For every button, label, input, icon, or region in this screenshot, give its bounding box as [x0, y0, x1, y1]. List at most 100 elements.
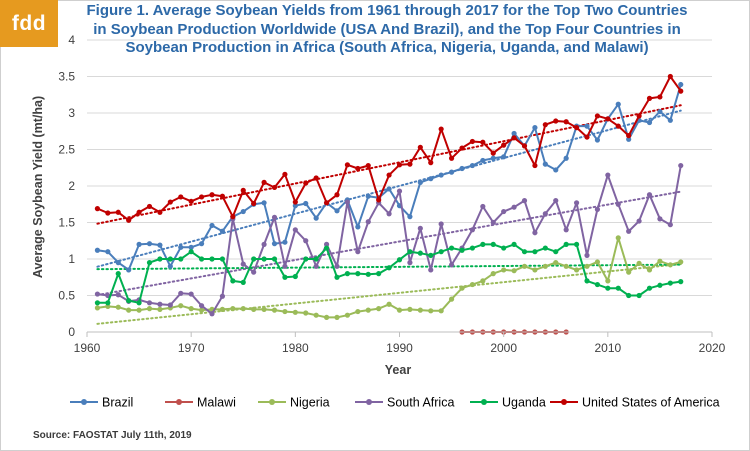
- point-brazil-1977: [261, 200, 267, 206]
- point-uganda-1964: [126, 298, 132, 304]
- fdd-logo: fdd: [0, 0, 58, 47]
- point-united-states-of-america-1980: [292, 199, 298, 205]
- y-tick-3: 3: [68, 106, 75, 120]
- point-nigeria-1992: [417, 307, 423, 313]
- legend-marker-malawi: [176, 399, 182, 405]
- point-south-africa-1983: [323, 241, 330, 247]
- point-brazil-1986: [355, 224, 361, 230]
- point-brazil-1993: [428, 176, 434, 182]
- point-south-africa-1973: [219, 293, 226, 299]
- point-brazil-2001: [511, 130, 517, 137]
- point-nigeria-2016: [667, 262, 673, 268]
- point-uganda-1993: [428, 252, 434, 258]
- point-brazil-1991: [407, 214, 413, 220]
- point-united-states-of-america-1995: [448, 155, 455, 161]
- point-nigeria-2003: [532, 267, 538, 273]
- point-uganda-1975: [240, 279, 246, 285]
- point-brazil-1992: [417, 179, 423, 185]
- point-uganda-1996: [459, 247, 465, 253]
- point-united-states-of-america-2007: [573, 125, 580, 131]
- series-brazil: [94, 81, 684, 273]
- point-south-africa-2011: [615, 201, 621, 207]
- y-tick-0: 0: [68, 325, 75, 339]
- point-brazil-1962: [105, 249, 111, 255]
- point-nigeria-1971: [198, 307, 205, 313]
- point-united-states-of-america-1977: [261, 179, 267, 185]
- y-axis-label: Average Soybean Yield (mt/ha): [31, 96, 45, 278]
- point-nigeria-2017: [678, 259, 684, 265]
- point-south-africa-1968: [167, 302, 173, 308]
- point-united-states-of-america-1996: [459, 145, 465, 151]
- point-nigeria-1973: [219, 306, 226, 312]
- point-uganda-2000: [501, 245, 507, 251]
- point-brazil-1967: [157, 242, 163, 248]
- point-nigeria-1962: [105, 303, 111, 310]
- point-uganda-1994: [438, 249, 444, 255]
- point-united-states-of-america-1961: [94, 206, 101, 212]
- point-united-states-of-america-2003: [532, 162, 538, 169]
- point-united-states-of-america-1962: [105, 210, 111, 216]
- point-united-states-of-america-1967: [157, 209, 163, 215]
- y-tick-1.5: 1.5: [58, 216, 75, 230]
- point-brazil-1996: [459, 165, 465, 172]
- point-united-states-of-america-1965: [136, 209, 142, 215]
- point-brazil-2012: [626, 136, 632, 142]
- series-line-united-states-of-america: [97, 75, 682, 222]
- point-south-africa-1999: [490, 219, 496, 226]
- point-united-states-of-america-1982: [313, 175, 319, 181]
- point-united-states-of-america-1983: [323, 200, 330, 206]
- point-brazil-1975: [240, 208, 246, 215]
- point-uganda-1971: [198, 256, 205, 262]
- point-south-africa-1972: [209, 311, 215, 317]
- point-brazil-2015: [657, 108, 663, 115]
- point-united-states-of-america-1986: [355, 165, 361, 172]
- point-nigeria-1999: [490, 271, 496, 277]
- point-south-africa-2001: [511, 204, 517, 210]
- point-brazil-1984: [334, 208, 340, 214]
- point-uganda-2012: [626, 292, 632, 299]
- point-uganda-2006: [563, 241, 569, 247]
- x-tick-1970: 1970: [178, 341, 205, 355]
- point-south-africa-1984: [334, 263, 340, 269]
- point-south-africa-2008: [584, 252, 590, 258]
- point-brazil-1999: [490, 155, 496, 161]
- point-united-states-of-america-1998: [480, 139, 486, 145]
- point-brazil-1987: [365, 193, 371, 199]
- point-south-africa-1992: [417, 225, 423, 231]
- point-south-africa-1978: [271, 214, 278, 220]
- legend-label-united-states-of-america: United States of America: [582, 396, 720, 410]
- point-uganda-2010: [605, 285, 611, 291]
- point-united-states-of-america-1979: [282, 171, 288, 177]
- point-uganda-1965: [136, 300, 142, 306]
- point-south-africa-1994: [438, 221, 444, 227]
- point-south-africa-2009: [594, 206, 601, 212]
- point-united-states-of-america-2005: [553, 118, 559, 124]
- point-uganda-1990: [396, 257, 403, 263]
- point-south-africa-1982: [313, 263, 319, 269]
- point-nigeria-2007: [573, 267, 580, 273]
- point-uganda-1983: [323, 245, 330, 251]
- trendlines: [96, 104, 682, 333]
- point-brazil-1989: [386, 186, 392, 192]
- point-nigeria-1988: [376, 306, 382, 312]
- series-uganda: [94, 241, 684, 306]
- point-united-states-of-america-2008: [584, 134, 590, 140]
- point-united-states-of-america-2011: [615, 123, 621, 129]
- point-uganda-1970: [188, 249, 194, 255]
- legend-label-malawi: Malawi: [197, 396, 236, 410]
- legend-item-united-states-of-america: United States of America: [550, 396, 720, 410]
- point-united-states-of-america-1997: [469, 138, 476, 145]
- point-nigeria-2010: [605, 278, 611, 284]
- point-brazil-1997: [469, 162, 476, 169]
- point-uganda-2007: [573, 241, 580, 247]
- legend-marker-nigeria: [269, 399, 275, 405]
- point-brazil-1970: [188, 244, 194, 250]
- point-uganda-1976: [251, 256, 257, 262]
- point-nigeria-1975: [240, 306, 246, 312]
- point-nigeria-2014: [646, 267, 653, 273]
- point-south-africa-1971: [198, 303, 205, 309]
- point-nigeria-1964: [126, 307, 132, 313]
- point-nigeria-2006: [563, 263, 569, 269]
- point-nigeria-1961: [94, 305, 101, 311]
- point-united-states-of-america-1976: [251, 200, 257, 207]
